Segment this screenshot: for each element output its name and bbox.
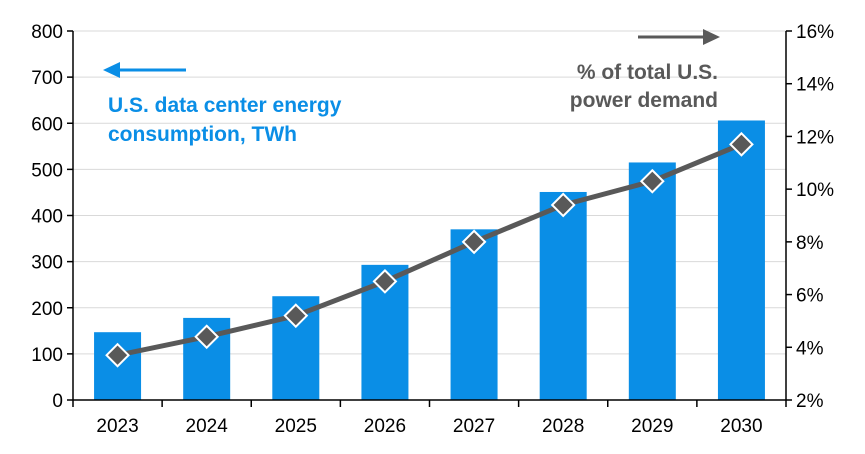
- line-label-line-1: % of total U.S.: [577, 61, 718, 84]
- bar-label-line-1: U.S. data center energy: [108, 94, 342, 117]
- x-tick-label: 2029: [631, 416, 673, 437]
- line-point-marker: [550, 192, 576, 218]
- line-point-marker: [639, 168, 665, 194]
- left-tick-label: 800: [31, 22, 63, 43]
- bar: [628, 162, 676, 400]
- left-tick-label: 600: [31, 114, 63, 135]
- line-series: [105, 131, 754, 368]
- x-tick-label: 2027: [453, 416, 495, 437]
- x-tick-label: 2026: [364, 416, 406, 437]
- line-series-annotation: % of total U.S. power demand: [570, 29, 720, 112]
- right-tick-label: 4%: [796, 338, 824, 359]
- right-tick-label: 10%: [796, 180, 834, 201]
- left-tick-label: 500: [31, 160, 63, 181]
- right-axis-ticks: 2% 4% 6% 8% 10% 12% 14% 16%: [796, 22, 834, 412]
- x-tick-label: 2024: [186, 416, 229, 437]
- right-tick-label: 12%: [796, 127, 834, 148]
- x-axis-ticks: 2023 2024 2025 2026 2027 2028 2029 2030: [96, 416, 762, 437]
- line-point-marker: [461, 229, 487, 255]
- line-label-line-2: power demand: [570, 89, 718, 112]
- line-point-marker: [283, 303, 309, 329]
- right-arrow-icon: [703, 29, 720, 45]
- left-tick-label: 200: [31, 299, 63, 320]
- x-tick-label: 2030: [720, 416, 762, 437]
- x-tick-label: 2023: [96, 416, 138, 437]
- line-point-marker: [194, 324, 220, 350]
- left-tick-label: 0: [52, 391, 63, 412]
- right-tick-label: 8%: [796, 233, 824, 254]
- left-tick-label: 700: [31, 68, 63, 89]
- left-tick-label: 300: [31, 253, 63, 274]
- bar-label-line-2: consumption, TWh: [108, 123, 297, 146]
- axes: [67, 30, 792, 407]
- bar: [717, 120, 765, 401]
- percent-demand-line: [117, 141, 743, 358]
- left-tick-label: 400: [31, 207, 63, 228]
- bar-series: [94, 120, 765, 401]
- line-point-marker: [729, 131, 754, 157]
- left-tick-label: 100: [31, 345, 63, 366]
- right-tick-label: 2%: [796, 391, 824, 412]
- line-point-marker: [105, 342, 130, 368]
- bar: [450, 229, 498, 400]
- right-tick-label: 14%: [796, 75, 834, 96]
- x-tick-label: 2025: [275, 416, 317, 437]
- right-tick-label: 6%: [796, 286, 824, 307]
- bar-series-annotation: U.S. data center energy consumption, TWh: [103, 62, 342, 146]
- right-tick-label: 16%: [796, 22, 834, 43]
- x-tick-label: 2028: [542, 416, 584, 437]
- bar: [539, 191, 587, 400]
- left-arrow-icon: [103, 62, 120, 78]
- left-axis-ticks: 0 100 200 300 400 500 600 700 800: [31, 22, 63, 412]
- line-point-marker: [372, 268, 398, 294]
